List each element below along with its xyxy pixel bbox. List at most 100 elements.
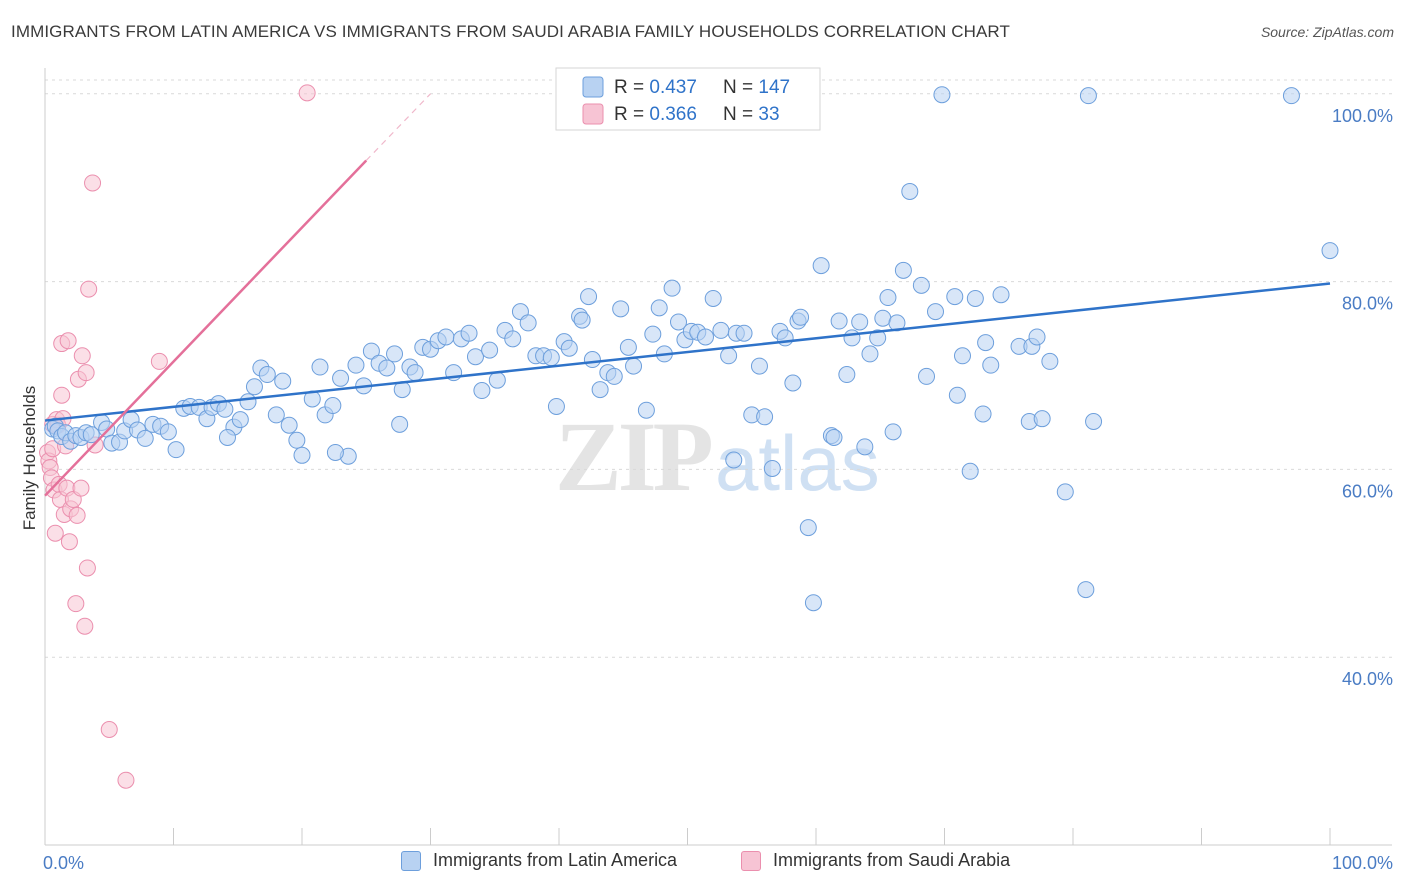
latin-america-point — [406, 364, 424, 382]
latin-america-point — [1321, 242, 1339, 260]
saudi-arabia-point — [46, 524, 64, 542]
latin-america-point — [799, 519, 817, 537]
latin-america-point — [274, 372, 292, 390]
latin-america-point — [830, 312, 848, 330]
latin-america-point — [583, 351, 601, 369]
tick-labels: 40.0% 60.0% 80.0% 100.0% 0.0% 100.0% — [43, 106, 1393, 873]
latin-america-point — [542, 349, 560, 367]
latin-america-point — [288, 431, 306, 449]
saudi-arabia-point — [53, 386, 71, 404]
latin-america-point — [843, 329, 861, 347]
saudi-arabia-point — [84, 174, 102, 192]
svg-text:R = 0.437: R = 0.437 — [614, 77, 697, 98]
saudi-arabia-point — [100, 721, 118, 738]
latin-america-point — [605, 367, 623, 385]
latin-america-points — [44, 86, 1339, 612]
latin-america-point — [974, 405, 992, 423]
latin-america-point — [580, 288, 598, 306]
latin-america-point — [619, 338, 637, 356]
latin-america-point — [901, 182, 919, 200]
latin-america-point — [1085, 413, 1103, 430]
x-tick-label: 0.0% — [43, 853, 84, 873]
latin-america-point — [560, 339, 578, 357]
latin-america-point — [663, 279, 681, 297]
svg-text:R = 0.366: R = 0.366 — [614, 104, 697, 125]
latin-america-point — [966, 289, 984, 307]
latin-america-point — [1282, 87, 1300, 105]
latin-america-point — [933, 86, 951, 104]
latin-america-point — [460, 324, 478, 342]
latin-america-point — [481, 341, 499, 359]
saudi-arabia-point — [78, 559, 96, 577]
saudi-arabia-point — [60, 533, 78, 551]
latin-america-point — [167, 441, 185, 459]
latin-america-point — [953, 347, 971, 365]
legend-blue-swatch — [582, 76, 604, 98]
latin-america-point — [894, 261, 912, 279]
source-label: Source: ZipAtlas.com — [1260, 24, 1394, 40]
latin-america-point — [825, 428, 843, 446]
saudi-arabia-trend-line — [44, 159, 368, 497]
legend-blue-n-value: 147 — [758, 77, 790, 98]
legend-item-saudi-arabia[interactable]: Immigrants from Saudi Arabia — [741, 850, 1010, 871]
latin-america-point — [838, 366, 856, 384]
latin-america-point — [239, 393, 257, 411]
latin-america-point — [918, 367, 936, 385]
grid — [45, 79, 1392, 658]
latin-america-point — [231, 411, 249, 429]
latin-america-point — [136, 429, 154, 447]
latin-america-point — [311, 358, 329, 376]
latin-america-point — [750, 357, 768, 375]
saudi-arabia-point — [67, 595, 85, 613]
latin-america-point — [591, 381, 609, 399]
latin-america-point — [712, 321, 730, 339]
saudi-arabia-point — [80, 280, 98, 298]
trend-lines — [44, 93, 1331, 497]
latin-america-point — [466, 348, 484, 366]
saudi-arabia-point — [76, 617, 94, 635]
latin-america-point — [720, 347, 738, 365]
latin-america-point — [159, 423, 177, 441]
latin-america-point — [293, 446, 311, 464]
saudi-arabia-swatch — [741, 850, 761, 871]
y-axis-label: Family Households — [20, 386, 39, 531]
latin-america-point — [378, 359, 396, 377]
latin-america-point — [784, 374, 802, 392]
latin-america-point — [696, 328, 714, 346]
legend-blue-r-label: R = — [614, 77, 649, 98]
latin-america-point — [670, 313, 688, 331]
latin-america-point — [992, 286, 1010, 304]
saudi-arabia-trend-extension — [365, 93, 431, 161]
latin-america-point — [982, 356, 1000, 374]
latin-america-point — [812, 257, 830, 275]
latin-america-point — [948, 386, 966, 404]
legend-pink-n-value: 33 — [758, 104, 779, 125]
latin-america-point — [82, 426, 100, 444]
latin-america-point — [1041, 352, 1059, 370]
latin-america-point — [216, 400, 234, 418]
legend-item-latin-america[interactable]: Immigrants from Latin America — [401, 850, 677, 871]
latin-america-point — [362, 342, 380, 360]
latin-america-point — [391, 415, 409, 433]
saudi-arabia-point — [59, 332, 77, 350]
saudi-arabia-point — [150, 352, 168, 370]
latin-america-point — [856, 438, 874, 456]
latin-america-point — [1033, 410, 1051, 428]
latin-america-point — [961, 462, 979, 480]
y-tick-label: 40.0% — [1342, 669, 1393, 689]
latin-america-point — [547, 397, 565, 415]
latin-america-point — [612, 300, 630, 318]
latin-america-point — [347, 356, 365, 374]
latin-america-point — [725, 451, 743, 469]
saudi-arabia-point — [73, 347, 91, 365]
legend-pink-r-value: 0.366 — [649, 104, 697, 125]
latin-america-point — [763, 459, 781, 477]
latin-america-point — [879, 289, 897, 307]
latin-america-point — [884, 423, 902, 441]
latin-america-point — [473, 382, 491, 400]
legend-blue-r-value: 0.437 — [649, 77, 697, 98]
chart-title: IMMIGRANTS FROM LATIN AMERICA VS IMMIGRA… — [11, 22, 1010, 41]
legend-blue-n-label: N = — [723, 77, 758, 98]
latin-america-point — [912, 276, 930, 294]
series-legend: Immigrants from Latin America Immigrants… — [0, 850, 1406, 880]
